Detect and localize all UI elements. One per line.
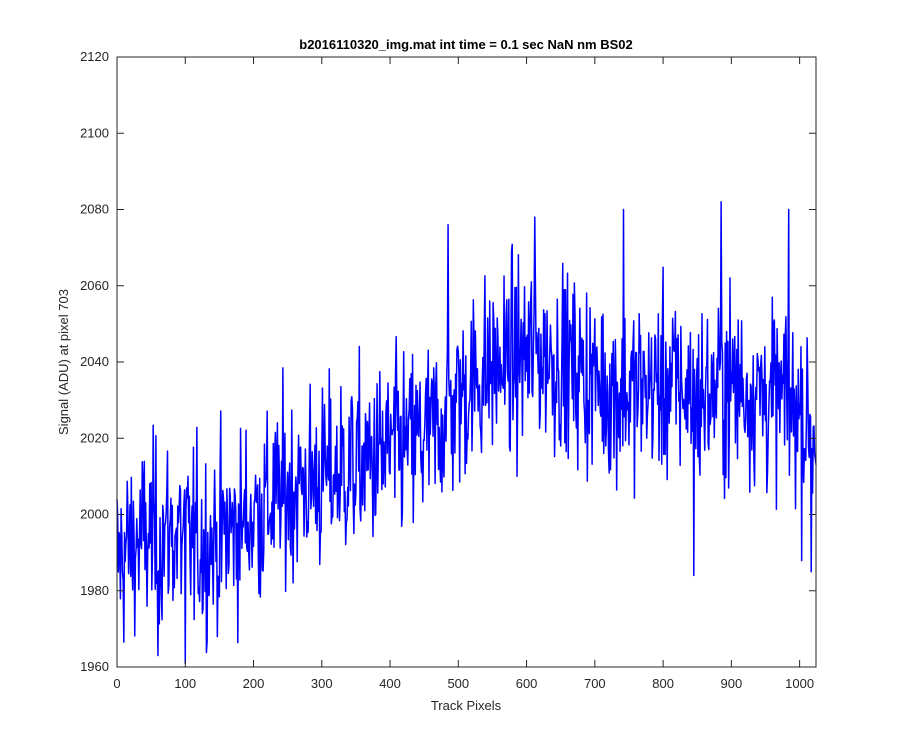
y-tick-label: 2000 [80, 507, 109, 522]
y-tick-label: 2040 [80, 354, 109, 369]
y-tick-label: 2100 [80, 125, 109, 140]
x-tick-label: 200 [243, 676, 265, 691]
series-line [116, 201, 817, 664]
series-layer [116, 201, 817, 664]
y-tick-label: 1980 [80, 583, 109, 598]
y-tick-label: 2120 [80, 49, 109, 64]
y-axis: 1960 1980 2000 2020 2040 2060 2080 2100 2120 [80, 49, 816, 674]
x-tick-label: 800 [652, 676, 674, 691]
x-tick-label: 600 [516, 676, 538, 691]
x-tick-label: 500 [447, 676, 469, 691]
y-tick-label: 1960 [80, 659, 109, 674]
y-axis-label: Signal (ADU) at pixel 703 [56, 289, 71, 435]
x-tick-label: 400 [379, 676, 401, 691]
x-tick-label: 0 [113, 676, 120, 691]
y-tick-label: 2080 [80, 202, 109, 217]
x-tick-label: 1000 [785, 676, 814, 691]
x-tick-label: 700 [584, 676, 606, 691]
y-tick-label: 2060 [80, 278, 109, 293]
x-axis: 0 100 200 300 400 500 600 700 800 900 1000 [113, 57, 814, 691]
chart-title: b2016110320_img.mat int time = 0.1 sec N… [299, 37, 632, 52]
x-tick-label: 100 [174, 676, 196, 691]
x-tick-label: 900 [721, 676, 743, 691]
x-tick-label: 300 [311, 676, 333, 691]
x-axis-label: Track Pixels [431, 698, 502, 713]
y-tick-label: 2020 [80, 430, 109, 445]
